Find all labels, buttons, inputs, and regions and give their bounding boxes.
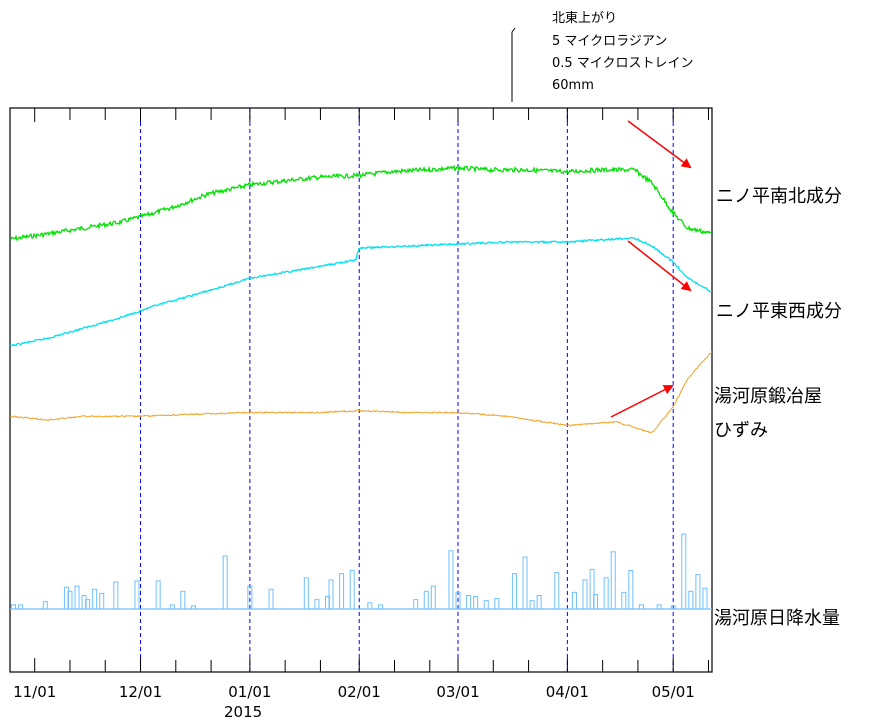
rain-bar	[536, 594, 542, 610]
series-label-ew: ニノ平東西成分	[716, 301, 842, 322]
rain-bar	[377, 604, 383, 610]
rain-bar	[494, 598, 500, 610]
arrow-ns-decline	[627, 120, 692, 169]
rain-bar	[656, 604, 662, 610]
rain-bar	[99, 592, 105, 610]
series-label-ns: ニノ平南北成分	[716, 186, 842, 207]
rain-bar	[638, 604, 644, 610]
series-label-strain-line1: 湯河原鍛冶屋	[714, 386, 822, 407]
rain-bar	[430, 585, 436, 610]
x-axis-tick-labels: 11/01 12/01 01/01 02/01 03/01 04/01 05/01	[13, 683, 695, 701]
strain-scale-label: 0.5 マイクロストレイン	[552, 56, 694, 71]
rain-bar	[11, 604, 17, 610]
x-tick-label: 01/01	[228, 683, 271, 701]
tilt-scale-label: 5 マイクロラジアン	[552, 34, 667, 49]
rain-bar	[222, 555, 228, 610]
series-label-rain: 湯河原日降水量	[714, 608, 840, 629]
rain-bar	[18, 604, 24, 610]
rain-bar	[554, 572, 560, 610]
rain-bar	[413, 599, 419, 610]
rain-bar	[681, 533, 687, 610]
rain-bar	[628, 570, 634, 610]
rain-bar	[92, 588, 98, 610]
rain-bar	[303, 577, 309, 610]
x-tick-label: 04/01	[546, 683, 589, 701]
rain-bar	[529, 600, 535, 610]
x-tick-label: 05/01	[652, 683, 695, 701]
rain-scale-label: 60mm	[552, 78, 594, 93]
series-label-strain-line2: ひずみ	[714, 420, 768, 441]
rain-bar	[42, 601, 48, 610]
rain-bar	[180, 590, 186, 610]
rain-bar	[423, 590, 429, 610]
rain-bar	[511, 573, 517, 610]
rain-bar	[113, 581, 119, 610]
x-tick-label: 12/01	[119, 683, 162, 701]
arrow-ew-decline	[627, 240, 692, 292]
rain-bar	[339, 573, 345, 610]
rain-bar	[688, 590, 694, 610]
rain-bar	[702, 587, 708, 610]
scale-direction-label: 北東上がり	[552, 10, 617, 26]
x-tick-label: 02/01	[338, 683, 381, 701]
series-line	[9, 351, 713, 434]
rain-bar	[268, 588, 274, 610]
rain-bar	[695, 574, 701, 610]
x-year-label: 2015	[224, 703, 262, 721]
x-tick-label: 11/01	[13, 683, 56, 701]
arrow-strain-rise	[610, 385, 674, 418]
rain-bar	[582, 579, 588, 610]
scale-bar-hook	[511, 27, 516, 33]
rain-bar	[621, 591, 627, 610]
rain-bar	[522, 556, 528, 610]
rain-bar	[155, 580, 161, 610]
rain-bar	[448, 550, 454, 610]
rain-bar	[571, 591, 577, 610]
rain-bar	[134, 580, 140, 610]
rain-bar	[74, 585, 80, 610]
rain-bar	[473, 596, 479, 610]
x-tick-label: 03/01	[436, 683, 479, 701]
plot-frame	[9, 107, 713, 673]
series-lines	[9, 164, 713, 434]
series-line	[9, 236, 713, 347]
rain-bar	[483, 600, 489, 610]
scale-legend: 北東上がり 5 マイクロラジアン 0.5 マイクロストレイン 60mm	[511, 10, 694, 102]
series-line	[9, 164, 713, 242]
rain-bar	[603, 577, 609, 610]
month-gridlines	[140, 108, 674, 672]
rain-bar	[169, 604, 175, 610]
x-axis-ticks	[34, 108, 709, 672]
rain-bar	[367, 602, 373, 610]
rain-bar	[349, 570, 355, 610]
rain-bar	[610, 551, 616, 610]
rain-bar	[314, 599, 320, 610]
rain-bar	[466, 594, 472, 610]
